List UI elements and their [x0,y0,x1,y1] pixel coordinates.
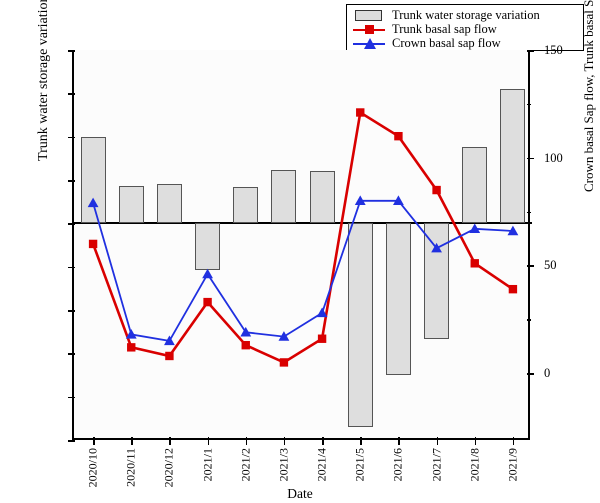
marker-2021-4 [317,334,327,343]
x-tick-label-2021-6: 2021/6 [390,448,405,482]
marker-2021-5 [356,108,365,117]
x-tick-label-2021-2: 2021/2 [238,448,253,482]
marker-2021-2 [241,340,250,350]
legend-key-line-square-icon [352,23,386,36]
marker-2021-7 [431,242,442,253]
bar-2021-6 [385,223,411,375]
right-tick-label: 50 [544,258,557,273]
bar-2020-12 [156,184,182,224]
x-tick-label-2020-10: 2020/10 [85,448,100,488]
left-tick [68,180,75,182]
x-tick-label-2020-11: 2020/11 [123,448,138,487]
marker-2021-4 [316,307,328,318]
marker-2021-6 [393,195,404,206]
right-tick-label: 150 [544,43,563,57]
x-tick [283,437,286,445]
marker-2020-10 [87,197,99,208]
left-tick [68,396,75,399]
left-axis-title: Trunk water storage variation （kg/d） [36,0,51,161]
marker-2020-12 [164,335,175,346]
x-tick-label-2021-4: 2021/4 [314,448,329,482]
marker-2021-9 [508,284,518,294]
marker-2020-11 [125,329,137,339]
marker-2020-12 [165,351,174,361]
legend-item-crown-basal-sap-flow: Crown basal sap flow [352,36,579,50]
left-tick [68,223,75,225]
legend-label-trunk-basal-sap-flow: Trunk basal sap flow [392,21,497,36]
x-tick-label-2020-12: 2020/12 [161,448,176,488]
x-axis-title: Date [287,486,313,501]
bar-2020-11 [118,186,144,224]
left-tick [68,50,75,52]
line-trunk-basal-sap-flow [91,110,514,364]
x-tick [360,437,362,445]
x-tick [322,437,324,445]
legend-item-trunk-water-storage: Trunk water storage variation [352,8,579,22]
x-tick-label-2021-1: 2021/1 [200,448,215,482]
x-tick [207,437,210,445]
right-tick-label: 0 [544,366,551,381]
marker-2021-5 [354,195,366,206]
marker-2021-3 [279,358,289,367]
x-tick [398,437,400,445]
right-tick-minor [527,319,531,321]
bar-2021-8 [462,146,488,224]
bar-2021-9 [500,89,526,224]
marker-2021-8 [469,223,481,234]
right-tick-minor [527,211,531,214]
marker-2021-7 [432,185,441,195]
x-tick [474,437,477,445]
x-tick [93,437,95,445]
marker-2021-1 [202,268,213,279]
x-tick-label-2021-8: 2021/8 [467,448,482,482]
bar-2021-2 [233,186,259,224]
marker-2021-8 [470,259,479,268]
x-tick-label-2021-7: 2021/7 [429,448,444,482]
bar-2021-7 [424,223,450,340]
legend-label-trunk-water-storage: Trunk water storage variation [392,7,540,22]
left-tick [68,440,75,442]
right-tick-minor [527,103,531,106]
right-tick-label: 100 [544,150,563,165]
left-tick [68,310,75,312]
line-crown-basal-sap-flow [92,199,513,342]
x-tick [169,437,171,445]
marker-2021-9 [507,225,519,236]
marker-2020-10 [88,239,98,249]
right-axis-title: Crown basal Sap flow, Trunk basal Sap fl… [581,0,596,193]
left-tick [68,136,75,139]
bar-2021-4 [309,171,335,224]
right-tick [527,373,534,375]
marker-2021-6 [394,131,403,141]
right-tick [527,265,534,267]
marker-2021-3 [278,331,290,341]
line-series-group [87,108,519,367]
x-tick [131,437,133,445]
x-tick-label-2021-9: 2021/9 [505,448,520,482]
left-tick [68,266,75,269]
x-tick [436,437,439,445]
left-tick [68,353,75,355]
legend-key-line-triangle-icon [352,37,386,50]
zero-baseline [74,222,532,225]
x-tick [512,437,515,445]
x-tick-label-2021-5: 2021/5 [352,448,367,482]
marker-2020-11 [127,343,136,352]
marker-2021-1 [203,297,212,307]
bar-2021-3 [271,169,297,224]
chart-legend: Trunk water storage variation Trunk basa… [346,4,584,51]
x-tick [245,437,248,445]
legend-key-bar-icon [352,9,386,22]
legend-label-crown-basal-sap-flow: Crown basal sap flow [392,35,501,50]
legend-item-trunk-basal-sap-flow: Trunk basal sap flow [352,22,579,36]
x-tick-label-2021-3: 2021/3 [276,448,291,482]
left-tick [68,93,75,95]
marker-2021-2 [240,326,252,337]
right-tick [527,50,534,52]
right-tick [527,157,534,160]
bar-2021-5 [347,223,373,427]
bar-2020-10 [80,136,106,224]
